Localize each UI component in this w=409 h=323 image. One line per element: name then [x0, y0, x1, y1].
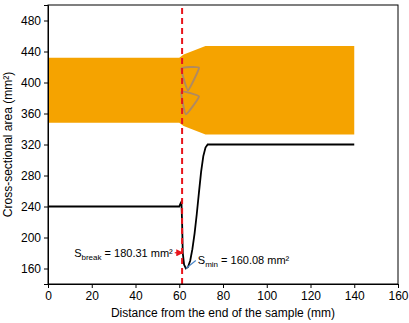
y-tick-mark: [44, 176, 48, 177]
annotation-value: = 180.31 mm²: [102, 247, 174, 259]
x-tick-label: 160: [388, 289, 408, 303]
y-tick: 440: [21, 45, 48, 59]
y-tick-label: 320: [21, 138, 41, 152]
annotation-symbol: S: [74, 247, 81, 259]
annotation-text: Sbreak = 180.31 mm²: [74, 247, 173, 262]
y-axis-title: Cross-sectional area (mm²): [1, 72, 15, 217]
y-tick: 200: [21, 231, 48, 245]
y-tick-label: 280: [21, 169, 41, 183]
y-tick: 400: [21, 76, 48, 90]
x-tick-mark: [398, 284, 399, 288]
y-tick-mark: [44, 83, 48, 84]
y-tick: 320: [21, 138, 48, 152]
x-tick-label: 100: [257, 289, 277, 303]
y-tick-mark: [44, 238, 48, 239]
pore-outline-0: [181, 67, 199, 90]
x-tick-label: 0: [45, 289, 52, 303]
plot-frame: [48, 5, 398, 284]
x-tick-label: 40: [129, 289, 143, 303]
x-tick-label: 20: [86, 289, 100, 303]
x-axis: 0 20 40 60 80 100 120 140 160: [45, 284, 409, 303]
pore-outline-1: [181, 92, 199, 115]
y-tick-mark: [44, 269, 48, 270]
x-tick: 140: [345, 284, 365, 303]
annotation-subscript: min: [205, 260, 218, 269]
y-tick-mark: [44, 52, 48, 53]
y-tick-mark: [44, 207, 48, 208]
sample-schematic: [48, 46, 354, 134]
y-tick-label: 360: [21, 107, 41, 121]
annotation-symbol: S: [198, 254, 205, 266]
x-tick-mark: [354, 284, 355, 288]
area-line: [48, 145, 354, 269]
y-tick-label: 400: [21, 76, 41, 90]
y-tick: 240: [21, 200, 48, 214]
x-tick: 0: [45, 284, 52, 303]
break-position-line: [181, 5, 183, 284]
y-tick-label: 480: [21, 14, 41, 28]
y-axis-line: [44, 6, 49, 285]
x-tick-mark: [179, 284, 180, 288]
y-tick-mark: [44, 114, 48, 115]
x-tick-label: 80: [217, 289, 231, 303]
y-tick-label: 200: [21, 231, 41, 245]
plot-area: [48, 5, 354, 284]
sample-body: [48, 46, 354, 134]
annotation-text: Smin = 160.08 mm²: [198, 254, 290, 269]
x-axis-line: [49, 285, 399, 289]
x-tick: 80: [217, 284, 231, 303]
x-tick-mark: [267, 284, 268, 288]
x-tick: 40: [129, 284, 143, 303]
x-tick-mark: [136, 284, 137, 288]
chart: 0 20 40 60 80 100 120 140 160 160 200 240 280 320 360 4…: [0, 0, 409, 323]
y-tick: 280: [21, 169, 48, 183]
annotation-value: = 160.08 mm²: [218, 254, 290, 266]
annotation-subscript: break: [82, 253, 103, 262]
y-tick: 480: [21, 14, 48, 28]
annotation: Sbreak = 180.31 mm²: [74, 247, 183, 262]
annotation-pointer: [175, 252, 183, 253]
y-tick-label: 160: [21, 262, 41, 276]
x-tick: 120: [301, 284, 321, 303]
y-tick-mark: [44, 145, 48, 146]
x-tick: 60: [173, 284, 187, 303]
x-tick: 20: [86, 284, 100, 303]
x-tick-label: 140: [345, 289, 365, 303]
y-tick-label: 240: [21, 200, 41, 214]
x-tick-mark: [223, 284, 224, 288]
x-tick: 100: [257, 284, 277, 303]
y-tick: 160: [21, 262, 48, 276]
annotation: Smin = 160.08 mm²: [186, 254, 290, 269]
x-tick-label: 120: [301, 289, 321, 303]
y-tick-mark: [44, 21, 48, 22]
y-axis: 160 200 240 280 320 360 400 440 480: [21, 6, 49, 285]
x-axis-title: Distance from the end of the sample (mm): [111, 306, 335, 320]
y-tick-label: 440: [21, 45, 41, 59]
x-tick-mark: [92, 284, 93, 288]
x-tick-label: 60: [173, 289, 187, 303]
annotation-pointer: [186, 260, 196, 268]
y-tick: 360: [21, 107, 48, 121]
x-tick-mark: [311, 284, 312, 288]
x-tick: 160: [388, 284, 408, 303]
